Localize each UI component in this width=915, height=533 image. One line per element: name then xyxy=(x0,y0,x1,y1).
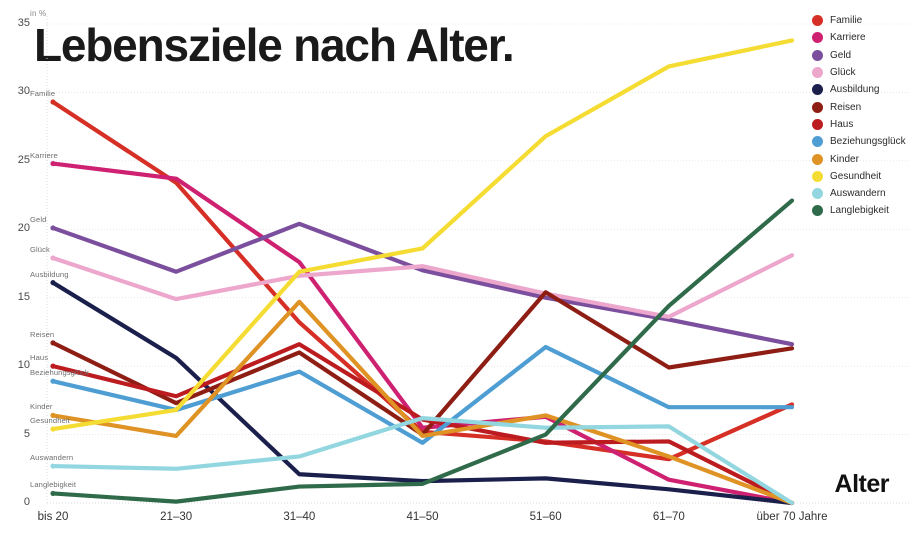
legend-color-swatch-icon xyxy=(812,153,823,165)
legend-color-swatch-icon xyxy=(812,101,823,113)
legend-color-swatch-icon xyxy=(812,118,823,130)
series-inline-label: Glück xyxy=(30,245,50,255)
y-axis-tick: 25 xyxy=(17,153,30,166)
legend-item[interactable]: Gesundheit xyxy=(812,168,906,185)
legend-color-swatch-icon xyxy=(812,84,823,96)
legend-item-label: Kinder xyxy=(830,153,859,165)
series-inline-label: Geld xyxy=(30,214,47,224)
series-start-marker xyxy=(50,340,56,346)
y-axis-tick: 5 xyxy=(23,427,30,440)
series-lines xyxy=(50,38,795,506)
x-axis-title: Alter xyxy=(834,470,890,498)
x-axis-tick: 61–70 xyxy=(652,511,685,523)
y-axis-tick: 0 xyxy=(23,496,30,508)
series-inline-label: Auswandern xyxy=(30,453,74,463)
legend-item-label: Geld xyxy=(830,49,852,61)
legend-color-swatch-icon xyxy=(812,188,823,200)
series-line xyxy=(50,416,795,506)
series-inline-label: Beziehungsglück xyxy=(30,368,89,378)
series-inline-label: Familie xyxy=(30,89,56,98)
series-inline-label: Kinder xyxy=(30,402,53,412)
x-axis-tick: über 70 Jahre xyxy=(756,511,828,523)
y-axis-tick: 20 xyxy=(17,222,30,235)
legend-item[interactable]: Kinder xyxy=(812,150,906,167)
series-line xyxy=(50,299,795,506)
legend-item[interactable]: Ausbildung xyxy=(812,81,906,98)
series-start-marker xyxy=(50,378,56,384)
legend-item[interactable]: Auswandern xyxy=(812,185,906,202)
legend-color-swatch-icon xyxy=(812,32,823,44)
axis-gridlines xyxy=(46,16,910,504)
series-line xyxy=(50,280,795,506)
legend-item-label: Gesundheit xyxy=(830,170,882,182)
x-axis-tick: bis 20 xyxy=(37,511,69,523)
series-start-marker xyxy=(50,363,56,369)
legend-item-label: Glück xyxy=(830,67,856,79)
series-inline-label: Reisen xyxy=(30,329,55,339)
series-inline-label: Langlebigkeit xyxy=(30,480,77,490)
x-axis-tick: 51–60 xyxy=(529,511,562,523)
legend-item[interactable]: Familie xyxy=(812,12,906,29)
x-axis-tick: 21–30 xyxy=(160,511,193,523)
series-inline-label: Ausbildung xyxy=(30,269,69,279)
legend-item-label: Langlebigkeit xyxy=(830,205,889,217)
legend-item[interactable]: Reisen xyxy=(812,98,906,115)
y-axis-tick: 30 xyxy=(17,85,30,98)
legend-color-swatch-icon xyxy=(812,136,823,148)
legend-item-label: Haus xyxy=(830,118,854,130)
legend-item-label: Beziehungsglück xyxy=(830,136,906,148)
legend-color-swatch-icon xyxy=(812,205,823,217)
y-axis-tick: 15 xyxy=(17,290,30,303)
legend-item-label: Karriere xyxy=(830,32,866,44)
legend-color-swatch-icon xyxy=(812,15,823,27)
legend-item[interactable]: Beziehungsglück xyxy=(812,133,906,150)
series-line xyxy=(50,38,795,432)
legend-item[interactable]: Geld xyxy=(812,47,906,64)
series-start-marker xyxy=(50,280,56,286)
y-axis-tick: 10 xyxy=(17,359,30,372)
series-inline-label: Haus xyxy=(30,353,49,363)
series-line xyxy=(50,161,795,506)
series-start-marker xyxy=(50,160,56,167)
series-start-marker xyxy=(50,99,56,105)
series-start-marker xyxy=(50,490,56,497)
legend-item-label: Auswandern xyxy=(830,188,886,200)
legend-item[interactable]: Glück xyxy=(812,64,906,81)
legend-item[interactable]: Langlebigkeit xyxy=(812,202,906,219)
legend-color-swatch-icon xyxy=(812,67,823,79)
series-line xyxy=(50,253,795,319)
legend-color-swatch-icon xyxy=(812,170,823,182)
y-axis-unit-label: in % xyxy=(30,9,47,18)
series-start-marker xyxy=(50,463,56,469)
legend-item-label: Ausbildung xyxy=(830,84,880,96)
chart-title: Lebensziele nach Alter. xyxy=(34,19,515,71)
chart-legend: Familie Karriere Geld Glück Ausbildung Reisen… xyxy=(812,12,906,220)
series-inline-label: Gesundheit xyxy=(30,416,70,426)
legend-item[interactable]: Haus xyxy=(812,116,906,133)
series-start-marker xyxy=(50,225,56,231)
series-start-marker xyxy=(50,255,56,261)
y-axis-tick: 35 xyxy=(17,17,30,29)
series-line xyxy=(50,198,795,504)
x-axis-tick: 31–40 xyxy=(283,511,316,523)
legend-item-label: Reisen xyxy=(830,101,862,113)
legend-item[interactable]: Karriere xyxy=(812,29,906,46)
x-axis-tick: 41–50 xyxy=(406,511,439,523)
legend-color-swatch-icon xyxy=(812,49,823,61)
series-line xyxy=(50,221,795,347)
series-start-marker xyxy=(50,412,56,419)
series-start-marker xyxy=(50,426,56,432)
legend-item-label: Familie xyxy=(830,15,863,27)
series-inline-label: Karriere xyxy=(30,150,58,160)
